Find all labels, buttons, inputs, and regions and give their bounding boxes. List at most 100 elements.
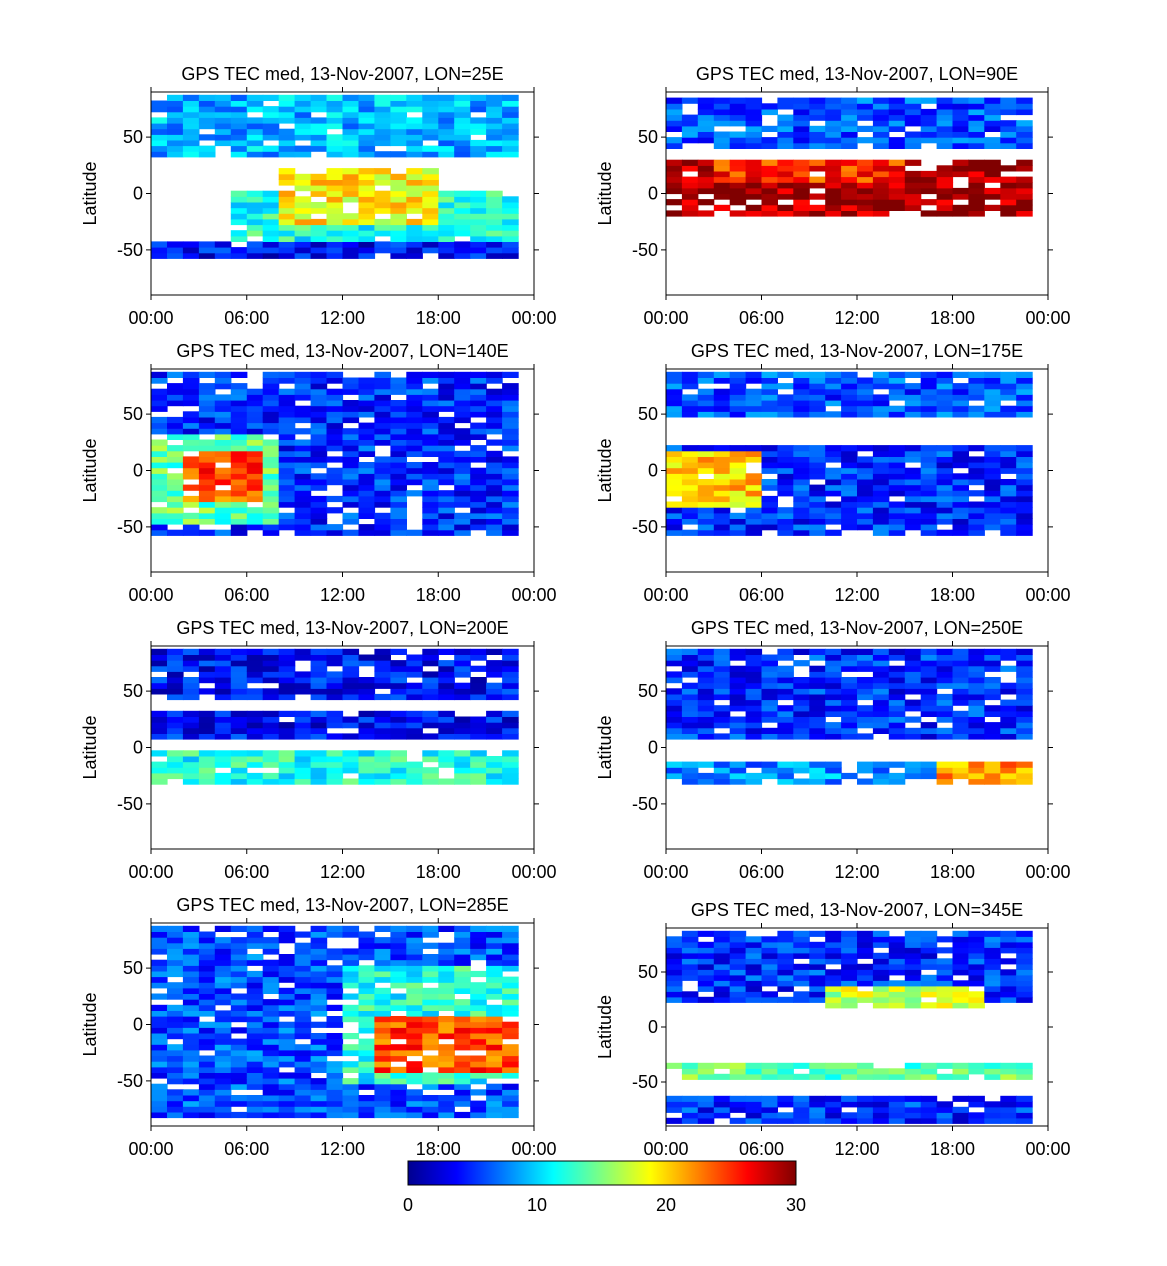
heatmap-cell <box>278 433 296 440</box>
heatmap-cell <box>454 761 471 768</box>
x-tick-label: 00:00 <box>1025 308 1070 328</box>
heatmap-cell <box>502 388 519 395</box>
heatmap-cell <box>230 394 248 401</box>
heatmap-cell <box>502 507 519 514</box>
heatmap-cell <box>326 247 344 254</box>
heatmap-cell <box>904 947 922 954</box>
heatmap-cell <box>422 134 439 141</box>
heatmap-cell <box>246 1016 264 1023</box>
heatmap-cell <box>904 996 922 1003</box>
heatmap-cell <box>374 1044 391 1051</box>
heatmap-cell <box>857 479 874 486</box>
heatmap-cell <box>745 371 763 378</box>
heatmap-cell <box>681 456 699 463</box>
heatmap-cell <box>697 507 715 514</box>
heatmap-cell <box>374 94 391 101</box>
heatmap-cell <box>1000 165 1017 172</box>
heatmap-cell <box>182 954 200 961</box>
heatmap-cell <box>809 137 826 144</box>
heatmap-cell <box>262 479 280 486</box>
heatmap-cell <box>246 999 264 1006</box>
heatmap-cell <box>1016 677 1033 684</box>
heatmap-cell <box>1000 193 1017 200</box>
heatmap-cell <box>246 123 264 130</box>
heatmap-cell <box>438 1083 455 1090</box>
heatmap-cell <box>745 991 763 998</box>
heatmap-cell <box>406 202 423 209</box>
heatmap-cell <box>920 660 938 667</box>
heatmap-cell <box>454 450 471 457</box>
heatmap-cell <box>358 1027 376 1034</box>
heatmap-cell <box>857 456 874 463</box>
heatmap-cell <box>793 1095 810 1102</box>
heatmap-cell <box>310 507 328 514</box>
heatmap-cell <box>713 688 731 695</box>
heatmap-cell <box>422 128 439 135</box>
heatmap-cell <box>936 193 954 200</box>
heatmap-cell <box>374 1021 391 1028</box>
heatmap-cell <box>952 462 969 469</box>
heatmap-cell <box>262 450 280 457</box>
heatmap-cell <box>214 665 232 672</box>
heatmap-cell <box>1016 467 1033 474</box>
heatmap-cell <box>809 952 826 959</box>
heatmap-cell <box>374 1083 391 1090</box>
heatmap-cell <box>745 941 763 948</box>
heatmap-cell <box>777 512 794 519</box>
heatmap-cell <box>182 400 200 407</box>
heatmap-cell <box>278 937 296 944</box>
heatmap-cell <box>681 969 699 976</box>
heatmap-cell <box>390 710 407 717</box>
heatmap-cell <box>1016 952 1033 959</box>
heatmap-cell <box>294 218 312 226</box>
heatmap-cell <box>713 97 731 104</box>
heatmap-cell <box>422 416 439 424</box>
heatmap-cell <box>358 134 376 141</box>
heatmap-cell <box>198 411 216 418</box>
heatmap-cell <box>952 512 969 519</box>
heatmap-cell <box>809 495 826 503</box>
heatmap-cell <box>1000 682 1017 689</box>
heatmap-cell <box>952 1062 969 1069</box>
heatmap-cell <box>167 1089 184 1096</box>
heatmap-cell <box>358 1078 376 1085</box>
heatmap-cell <box>904 170 922 178</box>
heatmap-cell <box>406 716 423 723</box>
heatmap-cell <box>761 467 778 474</box>
heatmap-cell <box>857 693 874 701</box>
heatmap-cell <box>486 671 503 678</box>
heatmap-cell <box>342 235 360 242</box>
heatmap-cell <box>713 660 731 667</box>
heatmap-cell <box>761 400 778 407</box>
heatmap-cell <box>1000 930 1017 937</box>
heatmap-cell <box>390 959 407 966</box>
heatmap-cell <box>470 473 487 480</box>
heatmap-cell <box>390 529 407 536</box>
heatmap-cell <box>326 139 344 147</box>
heatmap-cell <box>952 941 969 948</box>
heatmap-cell <box>167 106 184 113</box>
heatmap-cell <box>342 134 360 141</box>
heatmap-cell <box>713 947 731 954</box>
heatmap-cell <box>422 970 439 978</box>
heatmap-cell <box>502 1010 519 1017</box>
heatmap-cell <box>246 416 264 424</box>
heatmap-cell <box>857 991 874 998</box>
heatmap-cell <box>406 1027 423 1034</box>
heatmap-cell <box>502 965 519 972</box>
heatmap-cell <box>151 400 168 407</box>
heatmap-cell <box>182 1044 200 1051</box>
heatmap-cell <box>857 495 874 503</box>
heatmap-cell <box>872 936 890 943</box>
heatmap-cell <box>697 518 715 525</box>
heatmap-cell <box>406 462 423 469</box>
heatmap-cell <box>857 648 874 655</box>
heatmap-cell <box>729 462 747 469</box>
heatmap-cell <box>342 665 360 672</box>
heatmap-cell <box>294 727 312 734</box>
heatmap-cell <box>326 400 344 407</box>
heatmap-cell <box>681 462 699 469</box>
heatmap-cell <box>358 450 376 457</box>
